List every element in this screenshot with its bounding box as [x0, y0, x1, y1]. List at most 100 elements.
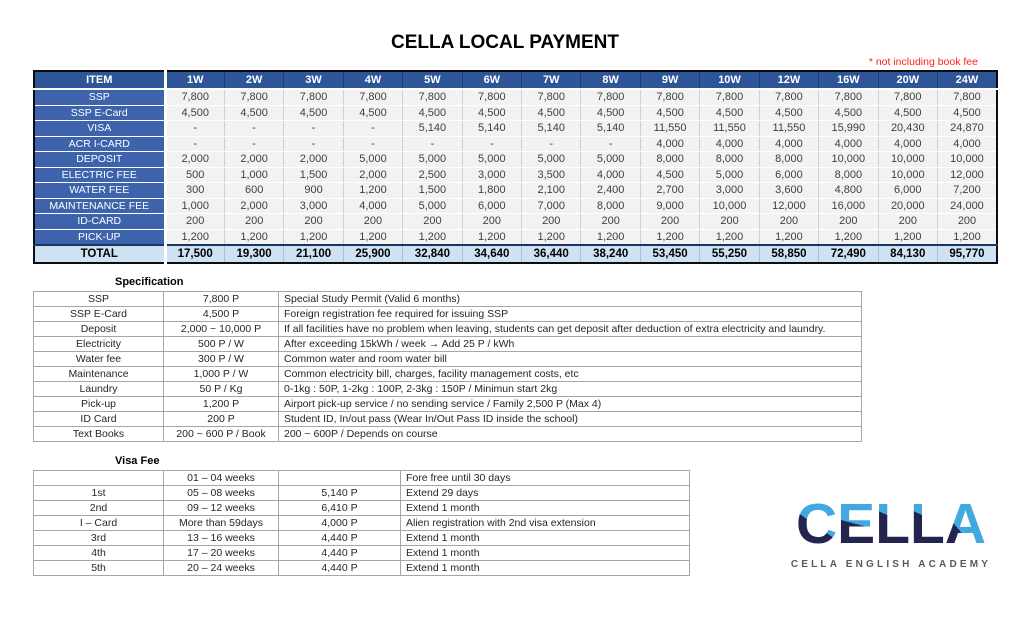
cella-logo-subtitle: CELLA ENGLISH ACADEMY: [790, 559, 992, 570]
fee-value-cell: 24,870: [936, 120, 998, 137]
fee-value-cell: 7,800: [521, 88, 582, 106]
fee-value-cell: 1,200: [223, 228, 285, 246]
fee-value-cell: 5,000: [580, 151, 641, 168]
visa-fee-ord: [33, 470, 164, 486]
fee-value-cell: 200: [402, 213, 463, 230]
fee-value-cell: 4,800: [818, 182, 879, 199]
item-label: PICK-UP: [34, 228, 167, 246]
visa-fee-weeks: 01 – 04 weeks: [163, 470, 279, 486]
specification-item: Maintenance: [33, 366, 164, 382]
fee-value-cell: 600: [223, 182, 285, 199]
fee-value-cell: 1,200: [164, 228, 225, 246]
fee-value-cell: 3,000: [699, 182, 760, 199]
fee-value-cell: 200: [283, 213, 344, 230]
fee-value-cell: 7,200: [936, 182, 998, 199]
fee-value-cell: 2,700: [639, 182, 701, 199]
specification-price: 1,200 P: [163, 396, 279, 412]
fee-value-cell: 1,200: [283, 228, 344, 246]
specification-item: Laundry: [33, 381, 164, 397]
fee-value-cell: 7,800: [758, 88, 820, 106]
item-label: WATER FEE: [34, 182, 167, 199]
fee-value-cell: 5,000: [461, 151, 523, 168]
fee-value-cell: -: [164, 120, 225, 137]
page-title: CELLA LOCAL PAYMENT: [390, 32, 619, 53]
specification-price: 50 P / Kg: [163, 381, 279, 397]
specification-item: SSP: [33, 291, 164, 307]
total-value-cell: 72,490: [818, 244, 879, 263]
fee-value-cell: -: [223, 135, 285, 152]
fee-value-cell: 5,000: [402, 151, 463, 168]
total-value-cell: 53,450: [639, 244, 701, 263]
visa-fee-ord: 2nd: [33, 500, 164, 516]
specification-price: 2,000 ~ 10,000 P: [163, 321, 279, 337]
specification-item: Pick-up: [33, 396, 164, 412]
specification-row: Laundry 50 P / Kg 0-1kg : 50P, 1-2kg : 100…: [33, 381, 862, 397]
fee-value-cell: 1,200: [639, 228, 701, 246]
fee-value-cell: -: [164, 135, 225, 152]
fee-value-cell: 2,000: [223, 197, 285, 214]
specification-item: ID Card: [33, 411, 164, 427]
fee-value-cell: 1,800: [461, 182, 523, 199]
fee-value-cell: 5,140: [521, 120, 582, 137]
week-column-header: 20W: [877, 71, 938, 90]
visa-fee-price: 4,440 P: [278, 530, 401, 546]
fee-value-cell: 7,800: [818, 88, 879, 106]
fee-value-cell: 500: [164, 166, 225, 183]
specification-price: 200 ~ 600 P / Book: [163, 426, 279, 442]
payment-table-row: SSP 7,800 7,800 7,800 7,800 7,800 7,800 7,800 7,…: [34, 88, 998, 106]
fee-value-cell: 1,200: [818, 228, 879, 246]
visa-fee-price: 6,410 P: [278, 500, 401, 516]
visa-fee-desc: Alien registration with 2nd visa extensi…: [400, 515, 690, 531]
fee-value-cell: 2,400: [580, 182, 641, 199]
payment-table-row: VISA - - - -5,140 5,140 5,140 5,140 11,550 11,550…: [34, 120, 998, 137]
fee-value-cell: 12,000: [758, 197, 820, 214]
specification-price: 4,500 P: [163, 306, 279, 322]
fee-value-cell: 1,200: [342, 182, 404, 199]
fee-value-cell: 300: [164, 182, 225, 199]
fee-value-cell: 3,600: [758, 182, 820, 199]
fee-value-cell: 7,800: [936, 88, 998, 106]
fee-value-cell: 200: [342, 213, 404, 230]
visa-fee-ord: 1st: [33, 485, 164, 501]
fee-value-cell: 200: [461, 213, 523, 230]
fee-value-cell: -: [342, 120, 404, 137]
fee-value-cell: 2,000: [164, 151, 225, 168]
specification-row: Electricity 500 P / W After exceeding 15kW…: [33, 336, 862, 352]
fee-value-cell: 200: [164, 213, 225, 230]
fee-value-cell: 7,800: [402, 88, 463, 106]
week-column-header: 2W: [223, 71, 285, 90]
item-label: SSP E-Card: [34, 104, 167, 121]
week-column-header: 10W: [699, 71, 760, 90]
fee-value-cell: 7,800: [342, 88, 404, 106]
payment-table-row: ELECTRIC FEE 500 1,000 1,500 2,000 2,500 3,000…: [34, 166, 998, 183]
item-label: ID-CARD: [34, 213, 167, 230]
fee-value-cell: 10,000: [877, 166, 938, 183]
fee-value-cell: 1,200: [521, 228, 582, 246]
logo-letter: L: [875, 492, 911, 556]
fee-value-cell: 7,000: [521, 197, 582, 214]
fee-value-cell: 4,500: [936, 104, 998, 121]
fee-value-cell: 200: [223, 213, 285, 230]
fee-value-cell: 4,000: [936, 135, 998, 152]
fee-value-cell: 7,800: [461, 88, 523, 106]
fee-value-cell: 7,800: [223, 88, 285, 106]
visa-fee-desc: Extend 1 month: [400, 545, 690, 561]
fee-value-cell: 200: [521, 213, 582, 230]
fee-value-cell: 7,800: [164, 88, 225, 106]
payment-table-row: MAINTENANCE FEE 1,000 2,000 3,000 4,000 5,000…: [34, 197, 998, 214]
week-column-header: 1W: [164, 71, 225, 90]
fee-value-cell: 6,000: [461, 197, 523, 214]
item-label: ACR I-CARD: [34, 135, 167, 152]
visa-fee-weeks: More than 59days: [163, 515, 279, 531]
visa-fee-desc: Extend 1 month: [400, 500, 690, 516]
fee-value-cell: 4,000: [818, 135, 879, 152]
item-label: ELECTRIC FEE: [34, 166, 167, 183]
payment-table-header-row: ITEM 1W 2W 3W 4W 5W 6W 7W 8W 9W 10W 12W 16W 20W 24W: [34, 71, 998, 90]
specification-desc: Airport pick-up service / no sending ser…: [278, 396, 862, 412]
fee-value-cell: 2,000: [223, 151, 285, 168]
specification-item: Electricity: [33, 336, 164, 352]
specification-price: 300 P / W: [163, 351, 279, 367]
week-column-header: 8W: [580, 71, 641, 90]
specification-desc: Special Study Permit (Valid 6 months): [278, 291, 862, 307]
visa-fee-row: I – Card More than 59days 4,000 P Alien reg…: [33, 515, 690, 531]
